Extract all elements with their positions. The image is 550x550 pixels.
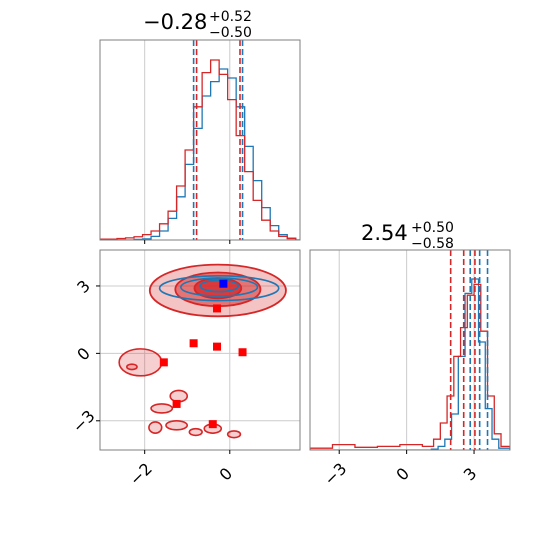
red-contour-region-7 — [226, 430, 242, 439]
blue-contour-0 — [158, 275, 280, 302]
red-contour-region-8 — [126, 363, 138, 371]
tick-label-p3-x-1: 0 — [216, 464, 237, 485]
blue-contour-1 — [180, 277, 259, 297]
red-contour-region-4 — [165, 419, 189, 431]
marginal-param-1-plot — [99, 39, 301, 244]
red-marker-2 — [213, 342, 222, 351]
red-contour-region-2 — [150, 403, 174, 414]
red-marker-6 — [208, 420, 217, 429]
red-contour-region-0 — [118, 348, 163, 377]
histogram-param-1-series-0 — [100, 68, 300, 240]
title-param-1-upper: +0.52 — [209, 9, 252, 25]
blue-marker-0 — [219, 279, 228, 288]
title-param-2-lower: −0.58 — [411, 236, 454, 252]
blue-contour-2 — [199, 279, 240, 293]
title-param-1-main: −0.28 — [143, 10, 207, 34]
tick-label-p2-x-0: −3 — [320, 459, 350, 489]
histogram-param-1-series-1 — [100, 59, 300, 240]
title-param-1-lower: −0.50 — [209, 25, 252, 41]
joint-data — [118, 263, 287, 439]
histogram-param-2-series-0 — [310, 278, 510, 450]
red-marker-3 — [238, 348, 247, 357]
panel-joint-param-1-param-2: −2 0 −3 0 3 — [69, 249, 301, 489]
red-contour-region-5 — [188, 427, 203, 437]
red-marker-4 — [159, 358, 168, 367]
tick-label-p3-y-0: −3 — [69, 406, 99, 436]
tick-label-p3-y-2: 3 — [73, 276, 94, 297]
red-marker-0 — [213, 304, 222, 313]
axes-frame-p1 — [99, 39, 301, 241]
tick-label-p2-x-1: 0 — [392, 464, 413, 485]
panel-marginal-param-2: 2.54 +0.50 −0.58 −3 0 3 — [309, 220, 511, 489]
marginal-param-1-data — [100, 59, 300, 240]
red-marker-1 — [189, 339, 198, 348]
panel-marginal-param-1: −0.28 +0.52 −0.50 — [99, 9, 301, 244]
red-marker-5 — [172, 399, 181, 408]
red-contour-region-3 — [148, 421, 163, 434]
tick-label-p2-x-2: 3 — [460, 464, 481, 485]
title-param-2-main: 2.54 — [361, 221, 408, 245]
axes-frame-p2 — [309, 249, 511, 451]
tick-label-p3-x-0: −2 — [126, 459, 156, 489]
marginal-param-2-plot: −3 0 3 — [309, 249, 511, 489]
axes-frame-p3 — [99, 249, 301, 451]
joint-param-plot: −2 0 −3 0 3 — [69, 249, 301, 489]
title-param-2-upper: +0.50 — [411, 220, 454, 236]
tick-label-p3-y-1: 0 — [73, 344, 94, 365]
